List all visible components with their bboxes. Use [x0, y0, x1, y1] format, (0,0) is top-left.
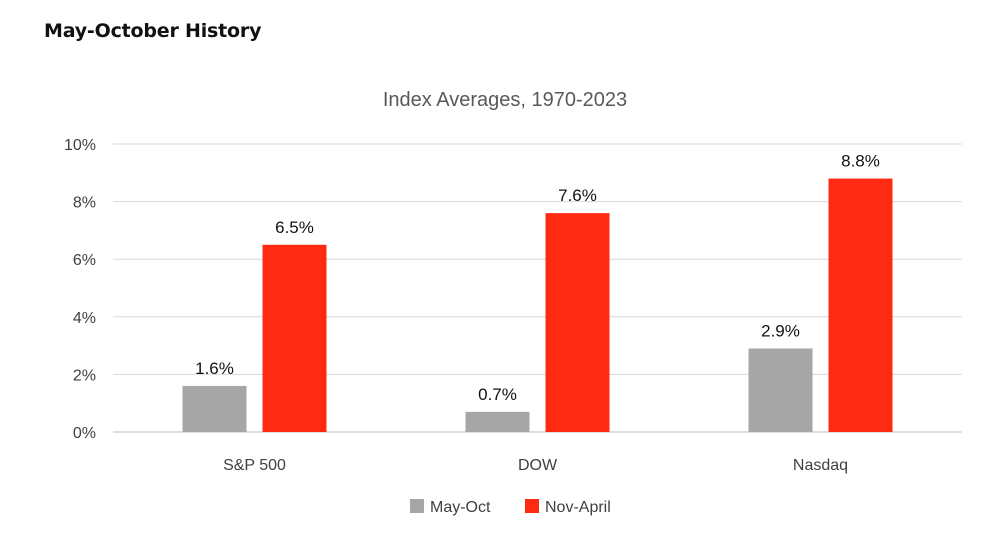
y-axis-ticks: 0% 2% 4% 6% 8% 10% [64, 137, 96, 442]
data-label: 6.5% [275, 218, 314, 237]
bar-series [182, 178, 893, 432]
legend-swatch [525, 499, 539, 513]
y-tick-label: 0% [73, 425, 96, 442]
data-label: 2.9% [761, 321, 800, 340]
data-label: 8.8% [841, 152, 880, 171]
grid-lines [113, 143, 962, 433]
bar [828, 178, 893, 432]
legend-swatch [410, 499, 424, 513]
y-tick-label: 8% [73, 195, 96, 212]
y-tick-label: 10% [64, 137, 96, 154]
legend-label: May-Oct [430, 499, 491, 516]
data-label: 0.7% [478, 385, 517, 404]
y-tick-label: 4% [73, 310, 96, 327]
data-labels: 1.6% 6.5% 0.7% 7.6% 2.9% 8.8% [195, 152, 880, 404]
bar [545, 213, 610, 432]
bar [465, 411, 530, 432]
data-label: 7.6% [558, 186, 597, 205]
bar [182, 385, 247, 432]
legend: May-Oct Nov-April [410, 499, 611, 516]
y-tick-label: 6% [73, 252, 96, 269]
legend-label: Nov-April [545, 499, 611, 516]
y-tick-label: 2% [73, 367, 96, 384]
category-label: DOW [518, 457, 558, 474]
category-label: Nasdaq [793, 457, 848, 474]
chart-title: Index Averages, 1970-2023 [383, 89, 627, 111]
bar [262, 244, 327, 432]
x-axis-categories: S&P 500 DOW Nasdaq [223, 457, 848, 474]
category-label: S&P 500 [223, 457, 286, 474]
data-label: 1.6% [195, 359, 234, 378]
page-heading: May-October History [44, 20, 262, 42]
bar [748, 348, 813, 432]
